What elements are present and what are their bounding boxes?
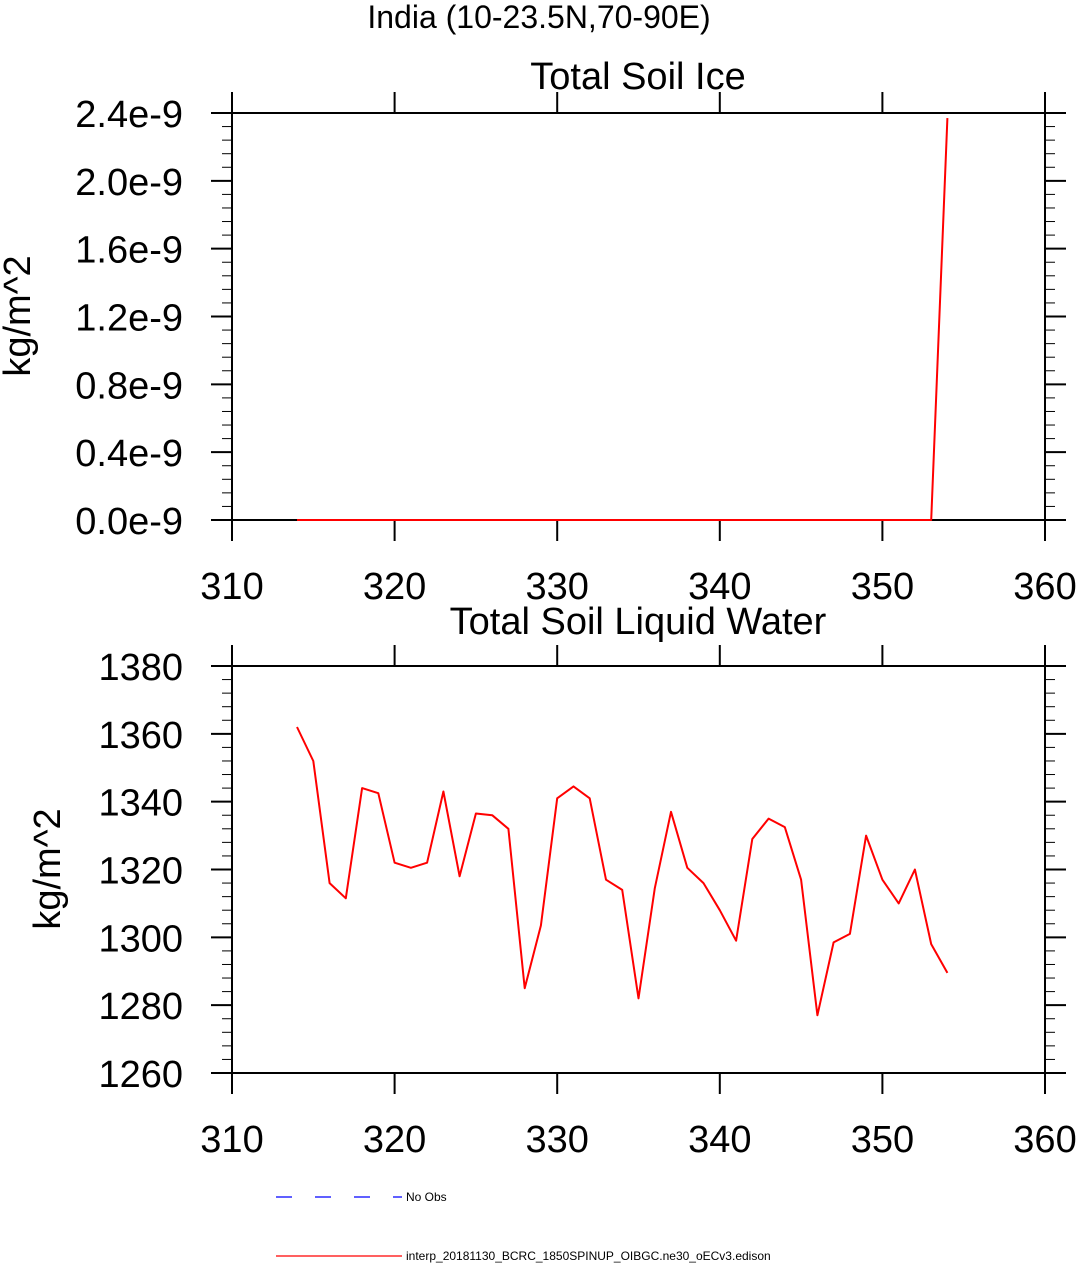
x-tick-label: 330 [525,1119,588,1161]
y-axis-label: kg/m^2 [27,808,69,929]
series-line [296,726,949,1017]
panel-total-soil-ice: Total Soil Ice kg/m^2 310 320 330 340 350 360… [0,56,1077,608]
y-tick-label: 1340 [98,783,183,825]
plot-area: 310 320 330 340 350 360 1260 1280 1300 1320 1340 13… [98,645,1077,1161]
y-tick-label: 1360 [98,715,183,757]
y-tick-label: 1320 [98,851,183,893]
y-tick-label: 0.8e-9 [75,365,183,407]
y-axis-label: kg/m^2 [0,255,39,376]
x-tick-label: 360 [1013,566,1076,608]
plot-frame [231,112,1046,521]
y-tick-label: 1.6e-9 [75,230,183,272]
plot-frame [231,665,1046,1074]
x-tick-label: 320 [363,566,426,608]
y-tick-label: 2.0e-9 [75,162,183,204]
x-tick-label: 360 [1013,1119,1076,1161]
x-tick-label: 350 [851,1119,914,1161]
x-tick-label: 320 [363,1119,426,1161]
x-tick-label: 310 [200,566,263,608]
series-line [297,118,949,521]
x-tick-label: 340 [688,566,751,608]
y-tick-label: 1280 [98,986,183,1028]
y-tick-label: 1380 [98,647,183,689]
y-tick-label: 1.2e-9 [75,298,183,340]
y-tick-label: 0.0e-9 [75,501,183,543]
y-tick-label: 1260 [98,1054,183,1096]
y-tick-label: 0.4e-9 [75,433,183,475]
y-tick-label: 2.4e-9 [75,94,183,136]
y-tick-label: 1300 [98,918,183,960]
x-tick-label: 330 [525,566,588,608]
figure-title: India (10-23.5N,70-90E) [367,0,710,35]
chart-title: Total Soil Liquid Water [450,601,827,643]
legend-label-model: interp_20181130_BCRC_1850SPINUP_OIBGC.ne… [406,1249,771,1263]
panel-total-soil-liquid-water: Total Soil Liquid Water kg/m^2 310 320 330… [27,601,1077,1161]
x-tick-label: 350 [851,566,914,608]
x-tick-label: 310 [200,1119,263,1161]
chart-title: Total Soil Ice [530,56,745,98]
legend: No Obs interp_20181130_BCRC_1850SPINUP_O… [276,1190,771,1263]
x-tick-label: 340 [688,1119,751,1161]
legend-label-no-obs: No Obs [406,1190,447,1204]
plot-area: 310 320 330 340 350 360 0.0e-9 0.4e-9 0.8e-9 1.2e… [75,92,1077,608]
